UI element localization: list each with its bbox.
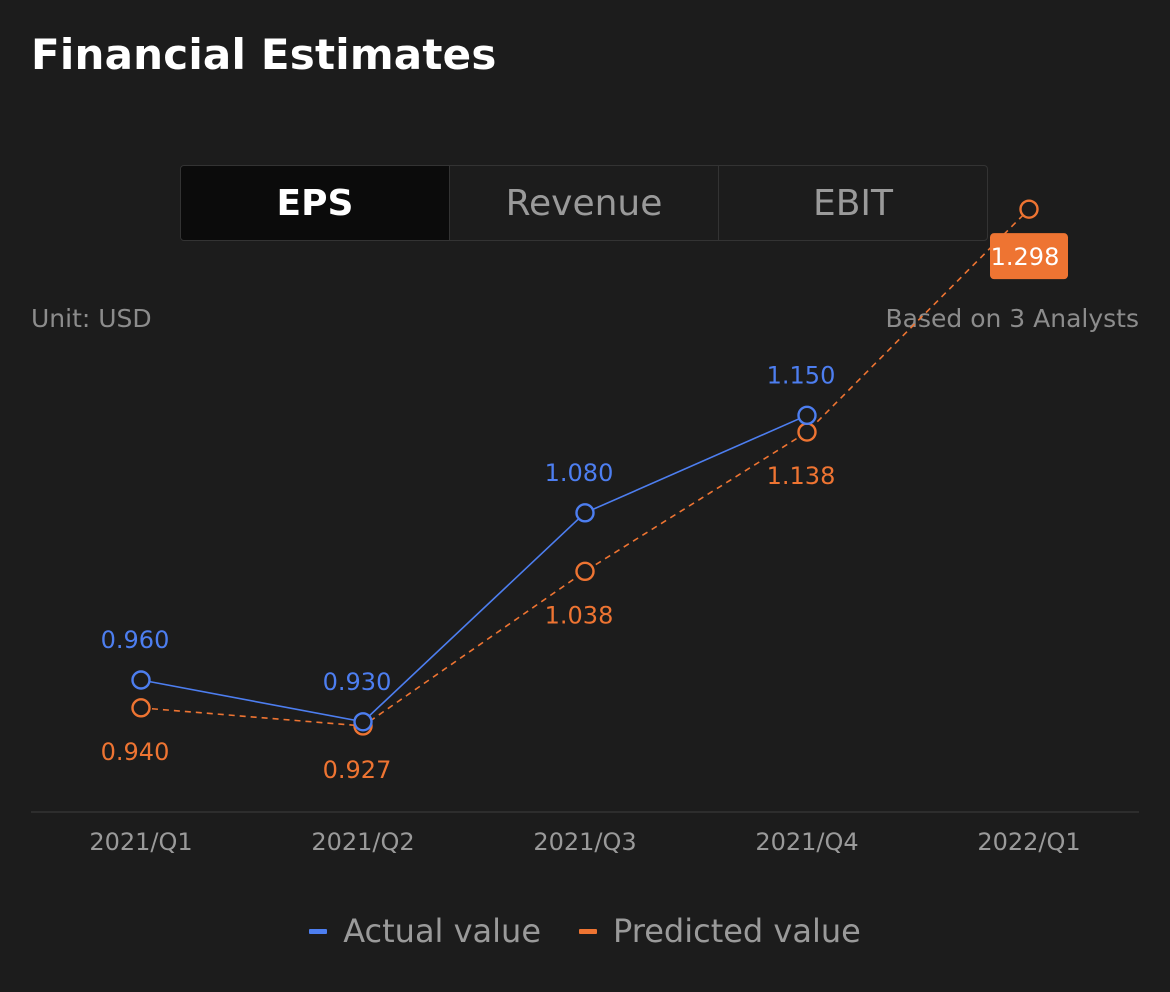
data-point-predicted[interactable]	[575, 561, 595, 582]
data-point-actual[interactable]	[797, 405, 817, 426]
unit-label: Unit: USD	[31, 304, 152, 333]
data-point-predicted[interactable]	[131, 698, 151, 718]
series-line-predicted	[140, 208, 1030, 727]
legend-item-predicted[interactable]: Predicted value	[579, 912, 861, 950]
x-tick-labels: 2021/Q1 2021/Q2 2021/Q3 2021/Q4 2022/Q1	[89, 828, 1080, 856]
data-point-predicted[interactable]	[1019, 199, 1039, 219]
series-line-actual	[140, 414, 808, 723]
data-point-actual[interactable]	[353, 712, 373, 732]
data-label-actual: 0.960	[101, 626, 170, 654]
series-lines	[140, 208, 1030, 727]
x-tick-label: 2021/Q3	[533, 828, 636, 856]
analysts-label: Based on 3 Analysts	[885, 304, 1140, 333]
tab-ebit[interactable]: EBIT	[812, 182, 894, 224]
tab-eps[interactable]: EPS	[181, 166, 450, 240]
legend-label-predicted: Predicted value	[613, 912, 861, 950]
data-label-predicted: 1.138	[767, 462, 836, 490]
data-label-predicted: 0.940	[101, 738, 170, 766]
chart-legend: Actual value Predicted value	[0, 912, 1170, 950]
tab-revenue[interactable]: Revenue	[450, 166, 719, 240]
data-label-predicted: 1.038	[545, 601, 614, 629]
x-tick-label: 2021/Q4	[755, 828, 858, 856]
x-tick-label: 2021/Q2	[311, 828, 414, 856]
legend-label-actual: Actual value	[343, 912, 542, 950]
page-title: Financial Estimates	[31, 30, 497, 79]
data-point-predicted[interactable]	[797, 422, 817, 442]
data-point-actual[interactable]	[131, 670, 151, 690]
data-point-predicted[interactable]	[353, 716, 373, 736]
x-tick-label: 2021/Q1	[89, 828, 192, 856]
data-point-actual[interactable]	[575, 503, 595, 523]
x-tick-label: 2022/Q1	[977, 828, 1080, 856]
metric-tabs: EPS Revenue EBIT	[180, 165, 988, 241]
legend-item-actual[interactable]: Actual value	[309, 912, 541, 950]
legend-swatch-actual	[309, 928, 328, 934]
data-label-actual: 0.930	[323, 668, 392, 696]
data-label-actual: 1.150	[767, 361, 836, 389]
data-points	[131, 199, 1039, 736]
data-label-highlight: 1.298	[991, 243, 1060, 271]
data-label-predicted: 0.927	[323, 756, 392, 784]
highlight-badge	[990, 233, 1068, 280]
data-label-actual: 1.080	[545, 459, 614, 487]
legend-swatch-predicted	[579, 928, 598, 934]
